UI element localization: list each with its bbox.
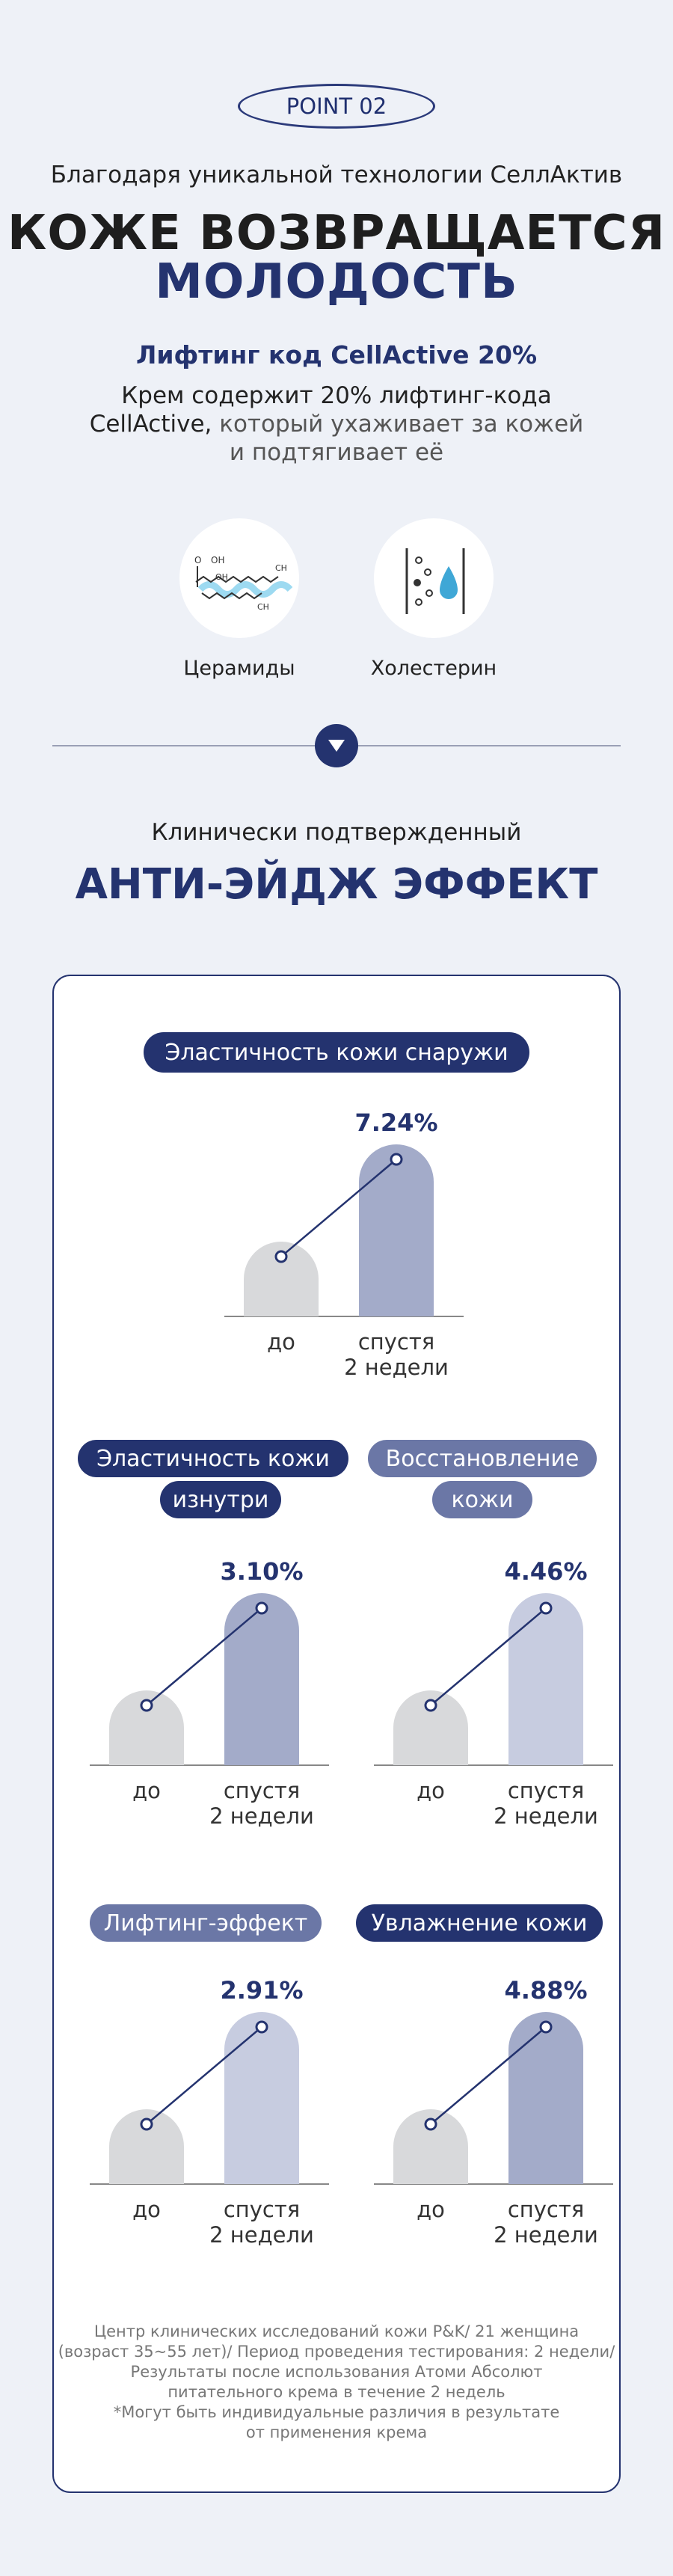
svg-text:OH: OH <box>215 572 228 582</box>
bar-after <box>224 1593 299 1765</box>
footnote-line: от применения крема <box>245 2423 428 2441</box>
point-badge: POINT 02 <box>238 84 435 129</box>
lift-code-title: Лифтинг код CellActive 20% <box>135 340 538 369</box>
chevron-down-icon <box>328 740 345 752</box>
value-label: 4.88% <box>504 1976 587 2005</box>
ingredient-label-cholesterol: Холестерин <box>370 657 497 680</box>
ceramide-circle: O OH OH CH CH <box>179 518 299 638</box>
x-label-before: до <box>132 1778 161 1803</box>
cholesterol-drops-icon <box>405 548 465 614</box>
footnote-line: Результаты после использования Атоми Абс… <box>130 2363 543 2381</box>
bar-before <box>393 1690 468 1765</box>
description-line1: Крем содержит 20% лифтинг-кода <box>121 382 552 409</box>
x-label-after-line2: 2 недели <box>344 1355 449 1380</box>
footnote: Центр клинических исследований кожи P&K/… <box>0 2322 673 2443</box>
trend-line <box>430 1607 547 1706</box>
x-label-after-line1: спустя <box>508 2197 584 2222</box>
bar-after <box>224 2012 299 2184</box>
x-label-after-line1: спустя <box>224 2197 300 2222</box>
x-label-after-line2: 2 недели <box>494 1803 598 1829</box>
bar-before <box>109 2109 184 2184</box>
data-point-before <box>424 2117 437 2131</box>
footnote-line: питательного крема в течение 2 недель <box>168 2383 505 2401</box>
value-label: 7.24% <box>354 1108 437 1137</box>
data-point-after <box>255 1601 268 1615</box>
chart-title-restoration-line2: кожи <box>432 1481 532 1518</box>
data-point-after <box>539 2020 553 2034</box>
svg-text:CH: CH <box>275 563 287 573</box>
x-label-before: до <box>417 1778 445 1803</box>
value-label: 4.46% <box>504 1557 587 1586</box>
ingredient-label-ceramides: Церамиды <box>183 657 295 680</box>
svg-text:CH: CH <box>257 602 269 612</box>
chart-title-inner-elasticity-line1: Эластичность кожи <box>78 1440 348 1477</box>
x-label-after-line2: 2 недели <box>494 2222 598 2248</box>
footnote-line: Центр клинических исследований кожи P&K/… <box>93 2322 580 2340</box>
bar-after <box>508 2012 583 2184</box>
trend-line <box>430 2026 547 2125</box>
clinical-title: АНТИ-ЭЙДЖ ЭФФЕКТ <box>75 860 598 909</box>
x-label-after-line2: 2 недели <box>209 2222 314 2248</box>
svg-text:O: O <box>194 555 201 565</box>
x-label-before: до <box>267 1329 295 1355</box>
value-label: 3.10% <box>220 1557 303 1586</box>
bar-after <box>508 1593 583 1765</box>
footnote-line: *Могут быть индивидуальные различия в ре… <box>113 2403 560 2421</box>
data-point-before <box>274 1250 288 1263</box>
description-line3: и подтягивает её <box>229 439 444 466</box>
cholesterol-circle <box>374 518 494 638</box>
bar-after <box>359 1144 434 1316</box>
data-point-after <box>390 1153 403 1166</box>
description-line2-rest: который ухаживает за кожей <box>212 411 584 438</box>
x-label-before: до <box>417 2197 445 2222</box>
x-label-before: до <box>132 2197 161 2222</box>
data-point-after <box>539 1601 553 1615</box>
scroll-down-button[interactable] <box>315 724 358 767</box>
bar-before <box>109 1690 184 1765</box>
data-point-before <box>140 1699 153 1712</box>
data-point-after <box>255 2020 268 2034</box>
data-point-before <box>140 2117 153 2131</box>
bar-before <box>393 2109 468 2184</box>
chart-title-lifting: Лифтинг-эффект <box>90 1904 322 1942</box>
headline-line1: КОЖЕ ВОЗВРАЩАЕТСЯ <box>7 206 666 261</box>
bar-before <box>244 1242 319 1316</box>
x-label-after-line1: спустя <box>224 1778 300 1803</box>
clinical-subtitle: Клинически подтвержденный <box>151 819 522 846</box>
chart-title-outer-elasticity: Эластичность кожи снаружи <box>144 1032 529 1073</box>
description-line2: CellActive, который ухаживает за кожей <box>0 410 673 438</box>
subtitle: Благодаря уникальной технологии СеллАкти… <box>50 162 623 188</box>
footnote-line: (возраст 35~55 лет)/ Период проведения т… <box>58 2343 615 2361</box>
description-brand: CellActive, <box>89 411 212 438</box>
chart-title-inner-elasticity-line2: изнутри <box>160 1481 281 1518</box>
data-point-before <box>424 1699 437 1712</box>
chart-title-restoration-line1: Восстановление <box>368 1440 597 1477</box>
ceramide-molecule-icon: O OH OH CH CH <box>194 555 293 612</box>
x-label-after-line1: спустя <box>358 1329 434 1355</box>
headline-line2: МОЛОДОСТЬ <box>155 254 518 310</box>
value-label: 2.91% <box>220 1976 303 2005</box>
chart-title-hydration: Увлажнение кожи <box>356 1904 603 1942</box>
trend-line <box>146 1607 262 1706</box>
description: Крем содержит 20% лифтинг-кода CellActiv… <box>0 381 673 467</box>
x-label-after-line2: 2 недели <box>209 1803 314 1829</box>
svg-text:OH: OH <box>211 555 224 565</box>
trend-line <box>280 1159 397 1257</box>
trend-line <box>146 2026 262 2125</box>
x-label-after-line1: спустя <box>508 1778 584 1803</box>
